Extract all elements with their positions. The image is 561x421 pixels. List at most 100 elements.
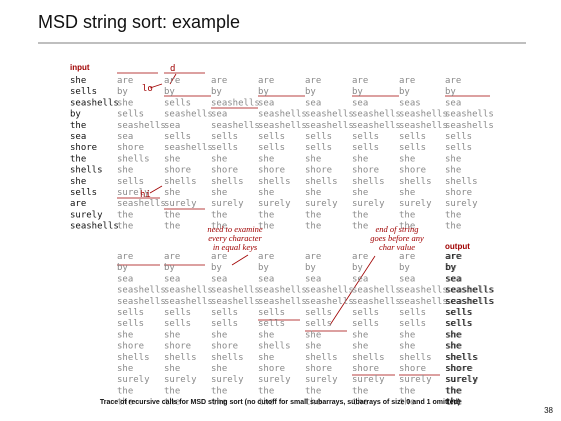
string-cell: sells xyxy=(211,319,238,329)
string-cell: the xyxy=(445,210,461,220)
string-cell: the xyxy=(399,398,415,408)
note: goes before any xyxy=(370,233,424,243)
string-cell: shells xyxy=(164,353,197,363)
string-cell: sea xyxy=(258,98,274,108)
string-cell: surely xyxy=(211,199,244,209)
annotation: hi xyxy=(140,190,151,200)
string-cell: she xyxy=(399,330,415,340)
string-cell: surely xyxy=(446,375,479,385)
caption: Trace of recursive calls for MSD string … xyxy=(100,399,460,406)
string-cell: seashells xyxy=(352,297,401,307)
string-cell: the xyxy=(399,386,415,396)
string-cell: shore xyxy=(399,364,426,374)
string-cell: the xyxy=(117,398,133,408)
string-cell: sea xyxy=(305,274,321,284)
string-cell: seashells xyxy=(258,121,307,131)
string-cell: shore xyxy=(445,188,472,198)
string-cell: sea xyxy=(446,274,462,284)
string-cell: shells xyxy=(70,166,103,176)
string-cell: she xyxy=(211,188,227,198)
string-cell: are xyxy=(211,76,227,86)
string-cell: sells xyxy=(117,110,144,120)
output-cell: she xyxy=(445,342,461,352)
string-cell: the xyxy=(258,386,274,396)
output-cell: surely xyxy=(445,375,478,385)
output-cell: shells xyxy=(445,353,478,363)
string-cell: surely xyxy=(258,199,291,209)
string-cell: sells xyxy=(258,319,285,329)
string-cell: sells xyxy=(399,132,426,142)
string-cell: shore xyxy=(399,166,426,176)
note: char value xyxy=(379,242,415,252)
string-cell: the xyxy=(352,386,368,396)
string-cell: are xyxy=(258,252,274,262)
string-cell: shore xyxy=(164,166,191,176)
string-cell: seashells xyxy=(305,286,354,296)
string-cell: she xyxy=(305,154,321,164)
output-label: output xyxy=(445,242,470,251)
string-cell: shells xyxy=(399,177,432,187)
string-cell: by xyxy=(399,263,410,273)
string-cell: she xyxy=(164,364,180,374)
string-cell: shore xyxy=(258,166,285,176)
string-cell: the xyxy=(258,222,274,232)
string-cell: sells xyxy=(211,143,238,153)
string-cell: seashells xyxy=(258,286,307,296)
string-cell: the xyxy=(399,222,415,232)
string-cell: sea xyxy=(211,274,227,284)
string-cell: the xyxy=(164,222,180,232)
output-cell: the xyxy=(445,386,461,396)
string-cell: surely xyxy=(305,199,338,209)
string-cell: are xyxy=(352,76,368,86)
string-cell: seashells xyxy=(164,110,213,120)
string-cell: seashells xyxy=(305,110,354,120)
note: in equal keys xyxy=(213,242,258,252)
string-cell: shells xyxy=(211,177,244,187)
string-cell: she xyxy=(399,154,415,164)
string-cell: sells xyxy=(117,308,144,318)
string-cell: the xyxy=(211,398,227,408)
string-cell: shells xyxy=(305,177,338,187)
string-cell: surely xyxy=(399,199,432,209)
string-cell: shore xyxy=(70,143,97,153)
string-cell: shore xyxy=(446,364,473,374)
string-cell: sells xyxy=(305,143,332,153)
string-cell: the xyxy=(117,210,133,220)
string-cell: sells xyxy=(117,319,144,329)
string-cell: by xyxy=(258,87,269,97)
string-cell: shells xyxy=(117,353,150,363)
string-cell: the xyxy=(305,210,321,220)
slide-title: MSD string sort: example xyxy=(38,12,240,32)
string-cell: sells xyxy=(399,308,426,318)
string-cell: she xyxy=(117,98,133,108)
string-cell: seashells xyxy=(305,121,354,131)
string-cell: seashells xyxy=(211,98,260,108)
string-cell: are xyxy=(399,252,415,262)
string-cell: the xyxy=(211,222,227,232)
string-cell: she xyxy=(164,330,180,340)
string-cell: she xyxy=(446,342,462,352)
string-cell: by xyxy=(305,87,316,97)
output-cell: are xyxy=(445,252,461,262)
string-cell: seashells xyxy=(446,286,495,296)
string-cell: sea xyxy=(352,274,368,284)
string-cell: sells xyxy=(352,143,379,153)
string-cell: are xyxy=(164,76,180,86)
string-cell: she xyxy=(211,364,227,374)
string-cell: sea xyxy=(445,98,461,108)
string-cell: sea xyxy=(352,98,368,108)
string-cell: shells xyxy=(399,353,432,363)
string-cell: the xyxy=(70,154,86,164)
string-cell: the xyxy=(117,386,133,396)
string-cell: the xyxy=(352,398,368,408)
string-cell: by xyxy=(305,263,316,273)
string-cell: she xyxy=(211,330,227,340)
string-cell: surely xyxy=(117,375,150,385)
string-cell: the xyxy=(305,386,321,396)
string-cell: the xyxy=(211,386,227,396)
output-cell: by xyxy=(445,263,456,273)
string-cell: she xyxy=(117,330,133,340)
string-cell: by xyxy=(258,263,269,273)
string-cell: are xyxy=(445,76,461,86)
